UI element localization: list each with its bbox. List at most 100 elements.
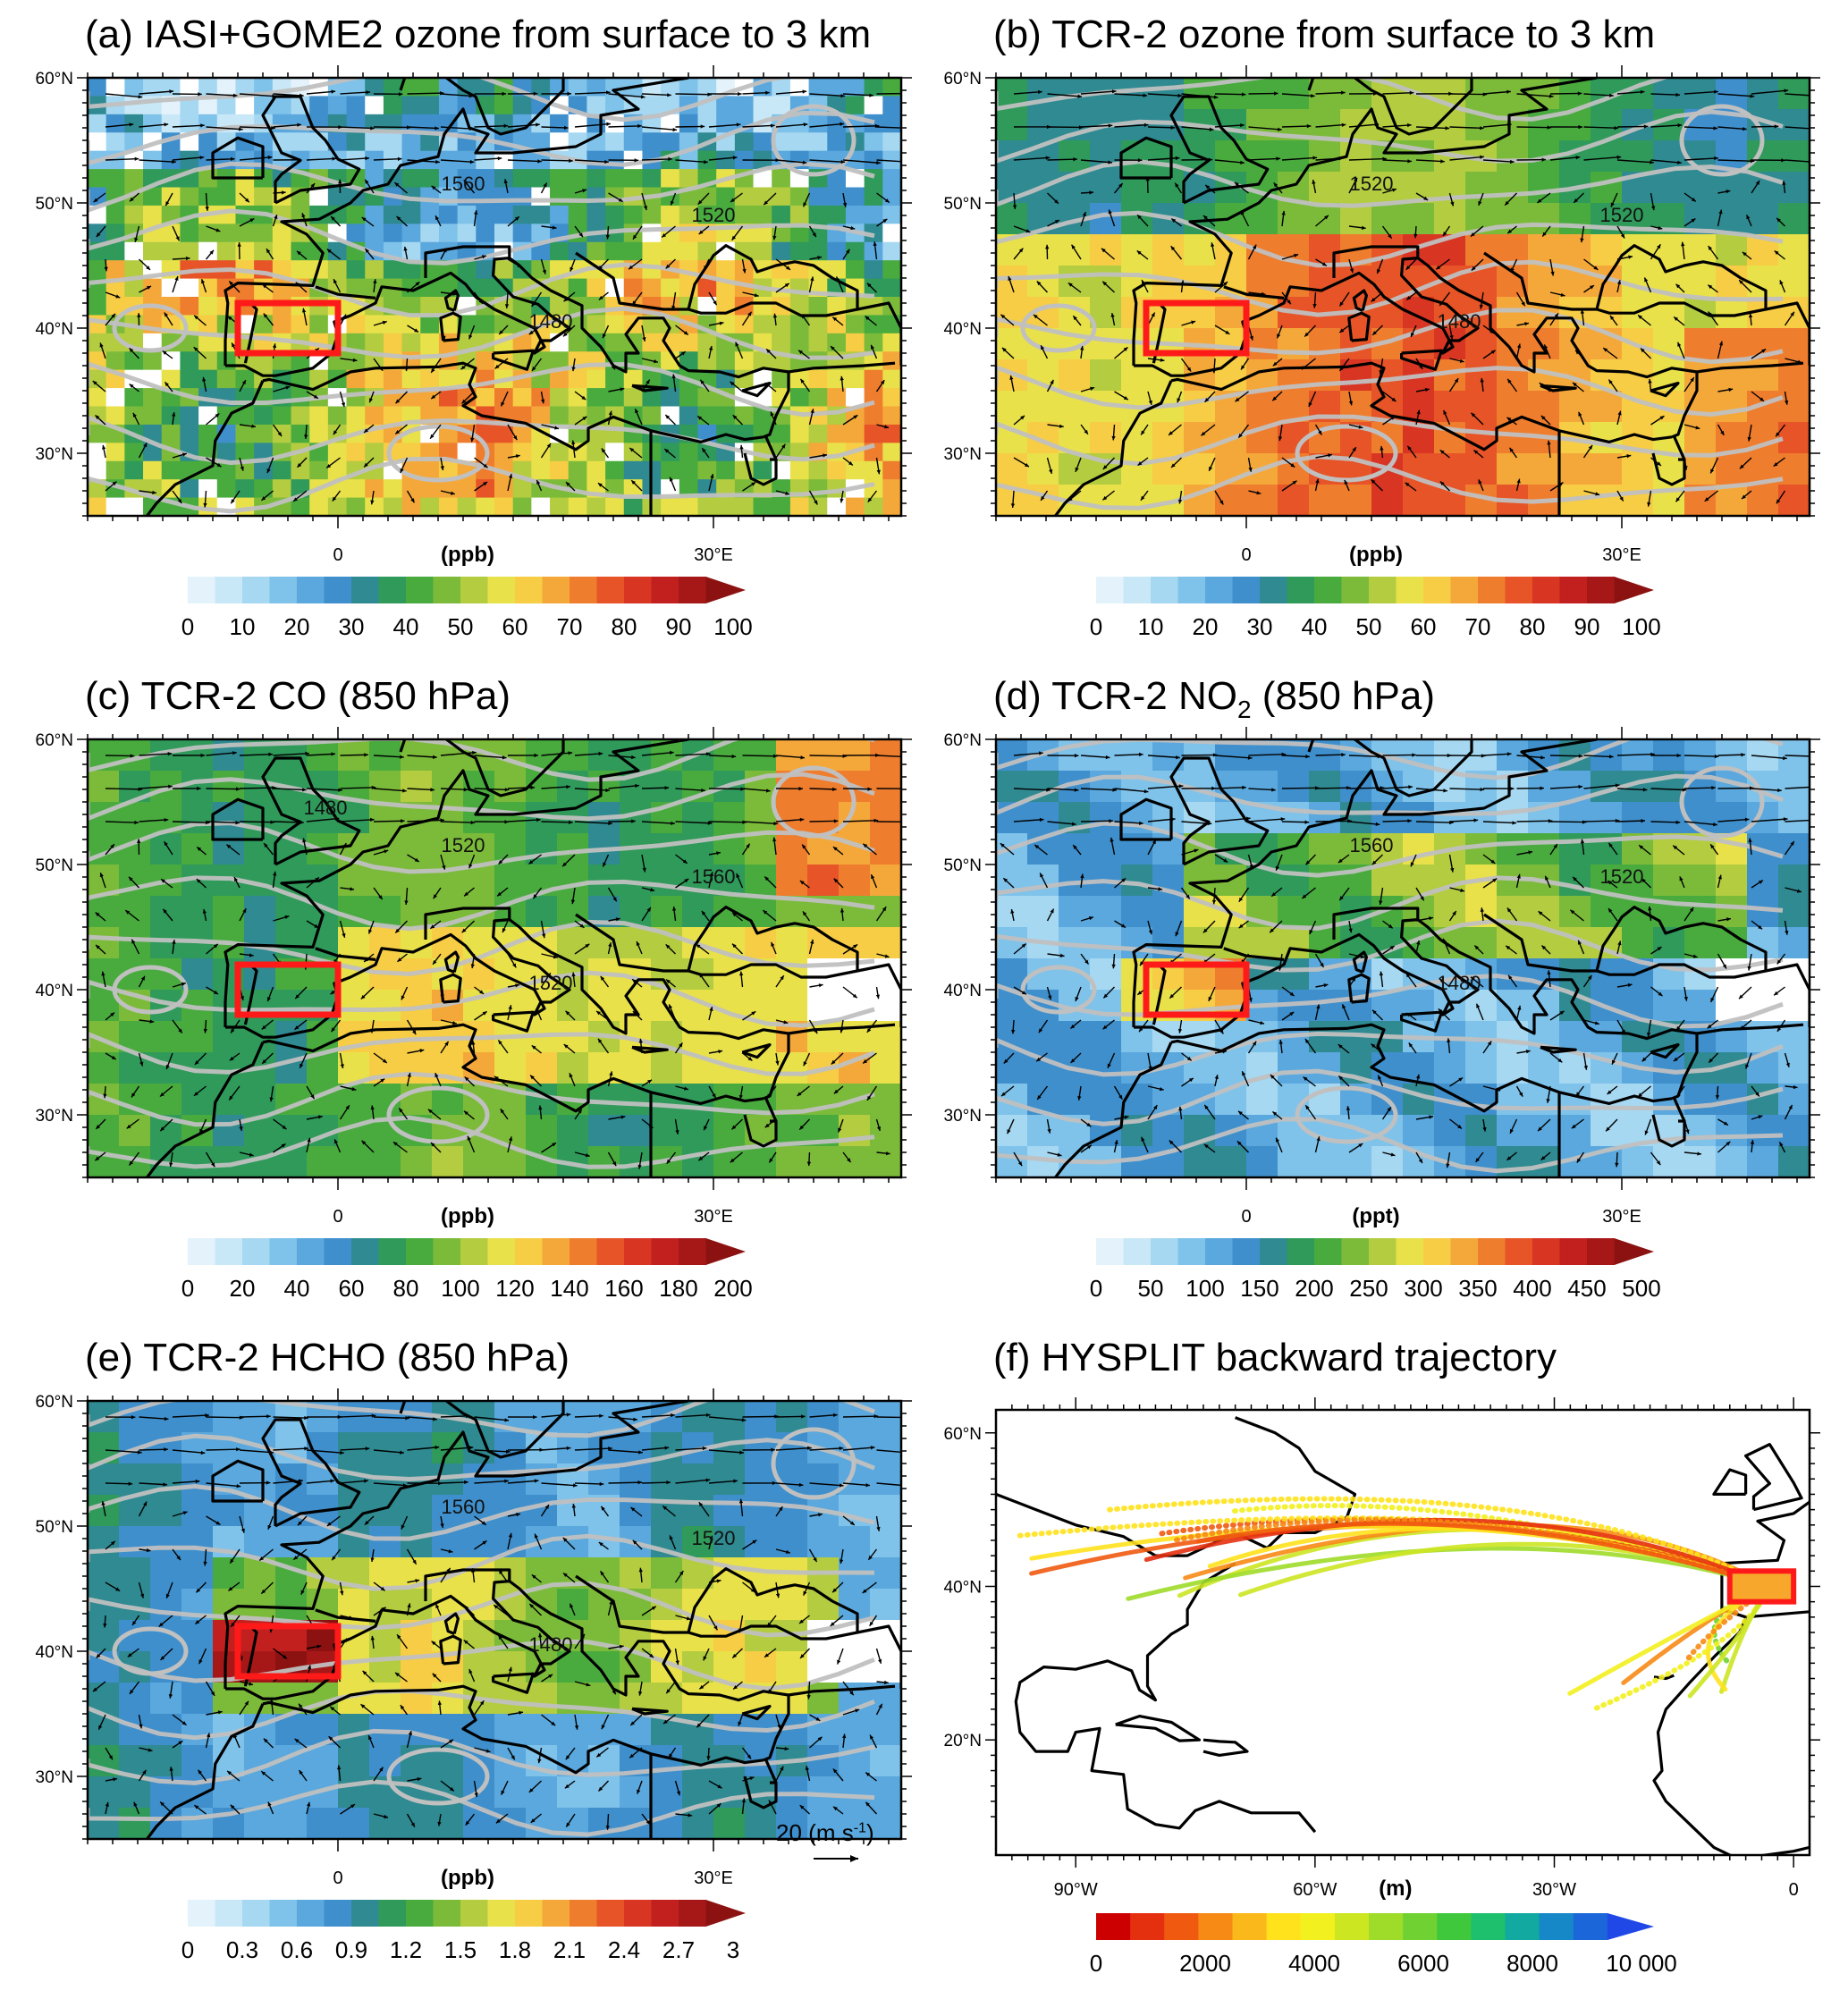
field-cell [697,497,717,516]
field-cell [88,78,107,97]
field-cell [1278,927,1310,959]
wind-arrowhead [1372,331,1377,335]
field-cell [244,927,276,959]
field-cell [235,78,255,97]
wind-arrowhead [407,1072,411,1077]
coastline [1399,349,1444,371]
field-cell [254,424,274,444]
wind-arrowhead [1136,250,1142,255]
panel-d-title-sub: 2 [1236,695,1252,723]
wind-arrowhead [503,123,509,129]
wind-arrowhead [770,411,774,417]
wind-arrowhead [1312,156,1318,160]
field-cell [291,297,310,316]
lon-label: 0 [333,545,342,565]
lat-label: 30°N [944,445,982,464]
field-cell [1309,1021,1341,1053]
field-cell [476,497,495,516]
wind-arrowhead [1657,461,1661,466]
field-cell [642,96,662,115]
wind-arrowhead [540,399,545,404]
field-cell [789,241,810,261]
wind-arrowhead [533,91,538,96]
colorbar-label: 10 [230,613,256,640]
coastline [741,382,772,398]
wind-vector [239,787,276,789]
colorbar-label: 100 [713,613,752,640]
colorbar-arrow [705,577,746,603]
field-cell [605,132,625,152]
field-cell [235,460,255,480]
field-cell [1403,1115,1435,1147]
wind-arrowhead [863,1059,868,1064]
field-cell [420,96,440,115]
contour-line [996,918,1784,973]
field-cell [807,990,840,1022]
field-cell [586,278,606,298]
wind-vector [206,93,238,97]
wind-arrowhead [1450,201,1455,207]
field-cell [827,114,847,134]
field-cell [864,369,884,389]
wind-arrowhead [806,1161,812,1167]
contour-label: 1560 [442,173,485,195]
wind-arrowhead [1000,1092,1006,1097]
wind-arrowhead [1595,492,1600,496]
wind-arrowhead [718,1050,723,1054]
wind-arrowhead [803,122,808,127]
wind-arrowhead [1033,314,1038,319]
field-cell [870,1115,901,1147]
field-cell [124,96,144,115]
wind-arrowhead [1208,996,1212,1001]
wind-arrowhead [1074,788,1079,792]
field-cell [420,205,440,225]
wind-arrowhead [1608,379,1613,384]
wind-arrowhead [1507,229,1513,234]
wind-arrowhead [765,789,771,793]
wind-arrowhead [1050,908,1054,914]
wind-arrowhead [361,217,367,222]
field-cell [697,351,717,371]
wind-vector [1114,788,1149,793]
wind-arrowhead [1648,378,1652,384]
wind-arrowhead [261,1025,266,1030]
field-cell [181,896,214,928]
wind-vector [1080,755,1110,759]
wind-arrowhead [464,891,468,897]
field-cell [213,771,245,803]
contour-loop [112,303,189,353]
wind-arrowhead [129,384,134,389]
field-cell [1215,140,1247,173]
wind-arrowhead [165,201,170,207]
wind-arrowhead [1186,894,1190,899]
wind-arrowhead [802,89,807,94]
field-cell [213,833,245,865]
field-cell [531,388,551,408]
field-cell [124,351,144,371]
field-cell [88,333,107,353]
wind-arrowhead [785,491,790,495]
wind-arrowhead [1755,181,1760,186]
field-cell [365,260,384,280]
field-cell [642,260,662,280]
wind-vector [1214,755,1253,759]
wind-arrowhead [450,491,455,495]
field-cell [776,833,808,865]
field-cell [716,315,736,334]
colorbar-swatch [351,577,379,603]
wind-arrowhead [1137,158,1143,163]
wind-arrowhead [1818,94,1822,97]
wind-arrowhead [747,1057,753,1061]
field-cell [254,278,274,298]
field-cell [401,132,422,152]
field-cell [882,351,901,371]
wind-arrowhead [603,862,607,867]
coastline [1595,244,1768,317]
field-cell [1622,453,1654,485]
wind-arrowhead [1547,440,1551,445]
field-cell [531,132,551,152]
field-cell [383,132,403,152]
wind-vector [474,755,507,759]
field-cell [401,169,422,189]
